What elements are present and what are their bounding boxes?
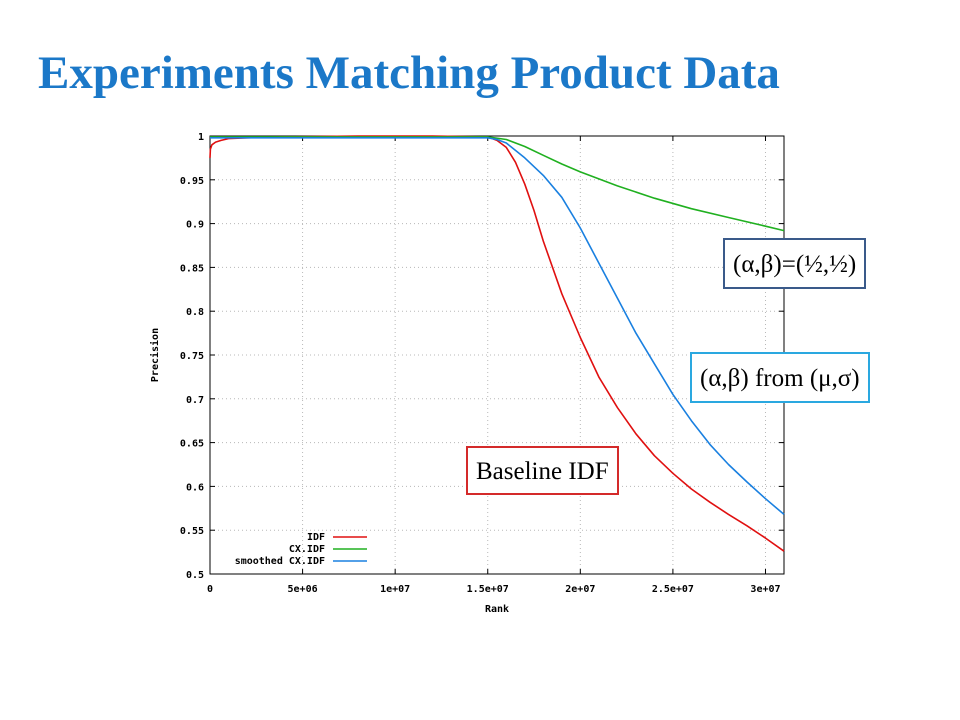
y-tick-label: 0.5	[186, 570, 204, 581]
legend-label: smoothed CX.IDF	[235, 556, 325, 567]
series-lines	[209, 135, 785, 552]
y-tick-label: 0.75	[180, 351, 204, 362]
x-axis-label: Rank	[485, 604, 509, 615]
y-tick-label: 0.9	[186, 220, 204, 231]
x-tick-label: 5e+06	[288, 584, 318, 595]
annotation-baseline-idf: Baseline IDF	[466, 446, 619, 495]
x-tick-label: 0	[207, 584, 213, 595]
grid-lines	[210, 136, 784, 574]
y-tick-label: 0.55	[180, 526, 204, 537]
x-tick-label: 1e+07	[380, 584, 410, 595]
y-tick-label: 0.7	[186, 395, 204, 406]
x-tick-label: 3e+07	[750, 584, 780, 595]
y-tick-label: 1	[198, 132, 204, 143]
x-tick-label: 2e+07	[565, 584, 595, 595]
annotation-mu-sigma: (α,β) from (μ,σ)	[690, 352, 870, 403]
legend-label: IDF	[307, 532, 325, 543]
y-tick-label: 0.65	[180, 439, 204, 450]
legend-label: CX.IDF	[289, 544, 325, 555]
y-tick-label: 0.6	[186, 482, 204, 493]
annotation-half-half: (α,β)=(½,½)	[723, 238, 867, 289]
x-tick-label: 1.5e+07	[467, 584, 509, 595]
y-tick-label: 0.85	[180, 263, 204, 274]
series-line-2	[210, 136, 785, 232]
series-line-3	[210, 137, 785, 516]
y-axis-label: Precision	[149, 328, 161, 382]
y-tick-label: 0.95	[180, 176, 204, 187]
axis-ticks: 0 5e+06 1e+07 1.5e+07 2e+07 2.5e+07 3e+07 0.5 0.…	[180, 132, 784, 595]
series-line-1	[209, 135, 785, 552]
y-tick-label: 0.8	[186, 307, 204, 318]
x-tick-label: 2.5e+07	[652, 584, 694, 595]
slide-title: Experiments Matching Product Data	[38, 47, 780, 99]
